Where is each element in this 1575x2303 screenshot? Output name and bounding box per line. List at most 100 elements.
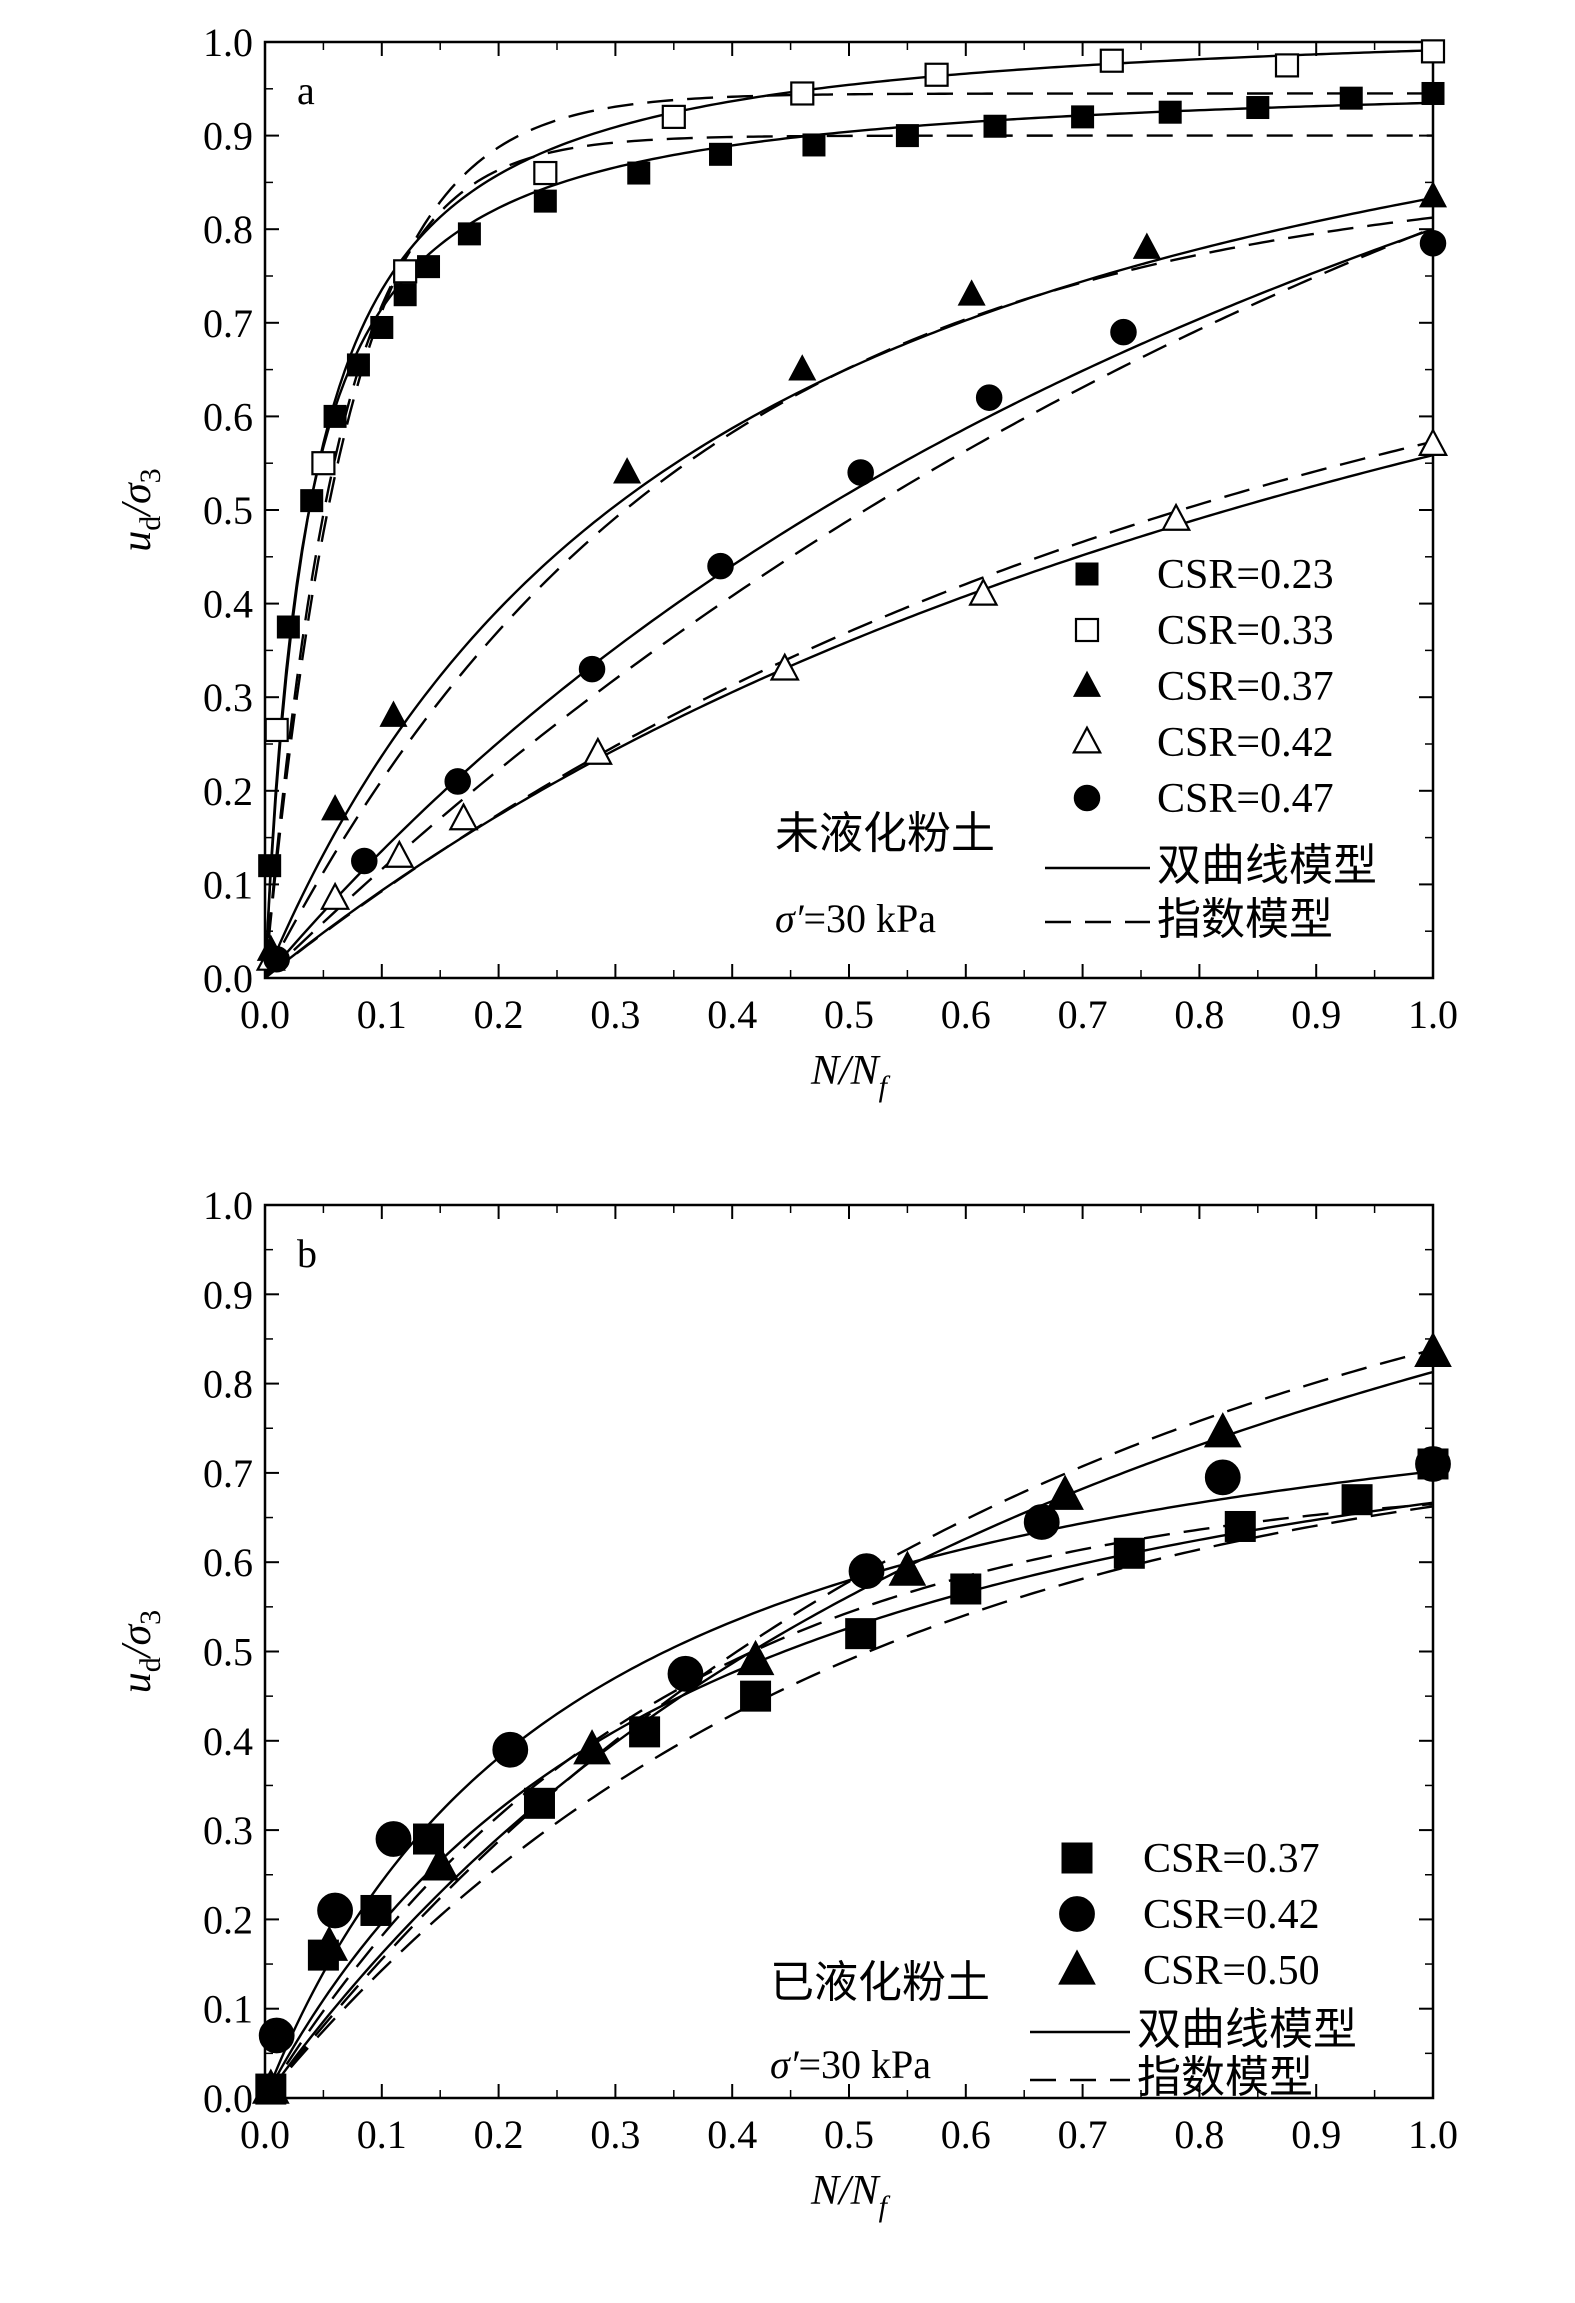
x-tick-label: 0.0: [240, 992, 290, 1037]
data-point: [788, 354, 817, 381]
data-point: [1110, 318, 1137, 346]
y-axis-label-subscript: d: [134, 516, 167, 531]
data-point: [1113, 1537, 1145, 1569]
y-tick-label: 0.4: [203, 582, 253, 627]
legend-marker: [1061, 1842, 1093, 1874]
x-tick-label: 0.7: [1058, 992, 1108, 1037]
data-point: [1341, 1484, 1373, 1516]
data-point: [1224, 1510, 1256, 1542]
panel-label: a: [297, 68, 315, 113]
data-point: [1023, 1504, 1060, 1540]
y-tick-label: 0.5: [203, 1630, 253, 1675]
legend-label: CSR=0.23: [1157, 552, 1334, 598]
legend-label: CSR=0.42: [1143, 1892, 1320, 1938]
data-point: [384, 839, 415, 868]
data-point: [320, 881, 351, 910]
data-point: [351, 847, 378, 875]
legend-hyperbolic-label: 双曲线模型: [1157, 840, 1377, 891]
data-point: [1204, 1459, 1241, 1496]
data-point: [523, 1787, 555, 1819]
data-point: [317, 1892, 353, 1929]
y-tick-label: 0.3: [203, 1808, 253, 1853]
data-point: [492, 1731, 529, 1768]
data-point: [448, 802, 479, 831]
legend-label: CSR=0.42: [1157, 720, 1334, 766]
y-tick-label: 1.0: [203, 1183, 253, 1228]
data-point: [975, 384, 1003, 411]
chart-panel-b: 0.0 0.1 0.2 0.3 0.4 0.5 0.6 0.7 0.8 0.9 1.0 0.0 0.1 0…: [114, 1183, 1458, 2223]
y-tick-label: 0.9: [203, 1272, 253, 1317]
data-point: [300, 489, 324, 513]
data-point: [457, 222, 481, 246]
data-point: [1415, 1446, 1451, 1482]
y-tick-label: 0.6: [203, 394, 253, 439]
data-point: [444, 768, 471, 795]
hyperbolic-fit-line: [265, 1370, 1433, 2098]
x-tick-label: 0.1: [357, 2112, 407, 2157]
data-point: [848, 1553, 885, 1590]
data-point: [769, 652, 800, 681]
data-point: [667, 1655, 704, 1692]
legend-label: CSR=0.33: [1157, 608, 1334, 654]
data-point: [533, 189, 557, 213]
data-point: [263, 946, 290, 973]
stress-value: =30 kPa: [798, 2042, 931, 2087]
hyperbolic-fit-line: [265, 453, 1433, 978]
data-point: [1417, 427, 1449, 456]
exponential-fit-line: [265, 440, 1433, 978]
soil-state-label: 未液化粉土: [775, 808, 995, 859]
data-point: [375, 1821, 412, 1857]
x-tick-label: 0.0: [240, 2112, 290, 2157]
x-tick-label: 0.6: [941, 992, 991, 1037]
data-point: [707, 552, 734, 580]
legend-marker: [1071, 725, 1103, 754]
data-point: [895, 124, 919, 148]
y-tick-label: 0.7: [203, 301, 253, 346]
series-CSR=0.50: [252, 1331, 1452, 2104]
x-tick-label: 0.9: [1291, 2112, 1341, 2157]
y-tick-label: 0.2: [203, 769, 253, 814]
data-point: [1418, 181, 1448, 208]
data-point: [578, 655, 606, 683]
exponential-fit-line: [265, 1348, 1433, 2098]
stress-condition-label: σ′=30 kPa: [770, 2042, 931, 2087]
data-point: [1046, 1474, 1084, 1510]
x-axis-label-subscript: f: [879, 2190, 891, 2223]
y-tick-label: 0.6: [203, 1540, 253, 1585]
data-point: [393, 283, 417, 307]
data-point: [847, 459, 874, 486]
x-axis-label: N/Nf: [810, 2168, 891, 2223]
y-tick-label: 0.5: [203, 488, 253, 533]
y-axis-label-mid: /σ: [114, 1623, 160, 1660]
data-point: [924, 62, 949, 87]
data-point: [1203, 1412, 1242, 1448]
y-tick-label: 0.0: [203, 2076, 253, 2121]
data-point: [888, 1550, 927, 1586]
data-point: [346, 353, 370, 377]
y-axis-label-mid: /σ: [114, 481, 160, 518]
x-tick-label: 0.4: [707, 2112, 757, 2157]
data-point: [264, 717, 289, 743]
series-CSR=0.33: [264, 39, 1446, 743]
x-tick-label: 0.1: [357, 992, 407, 1037]
y-axis-label: ud/σ3: [114, 468, 167, 551]
data-point: [310, 1925, 349, 1961]
x-tick-label: 1.0: [1408, 992, 1458, 1037]
y-tick-label: 0.8: [203, 207, 253, 252]
data-point: [950, 1573, 982, 1605]
panel-label: b: [297, 1231, 317, 1276]
x-tick-label: 0.8: [1174, 992, 1224, 1037]
legend-marker: [1058, 1949, 1096, 1985]
data-point: [802, 133, 826, 157]
y-tick-label: 1.0: [203, 20, 253, 65]
y-tick-label: 0.7: [203, 1451, 253, 1496]
data-point: [709, 142, 733, 166]
data-point: [1161, 502, 1192, 531]
y-axis-label-main: u: [114, 531, 160, 552]
data-point: [1132, 232, 1161, 259]
data-point: [573, 1729, 611, 1765]
x-axis-label-main: N/N: [810, 2168, 881, 2214]
data-point: [968, 577, 999, 606]
x-tick-label: 0.9: [1291, 992, 1341, 1037]
